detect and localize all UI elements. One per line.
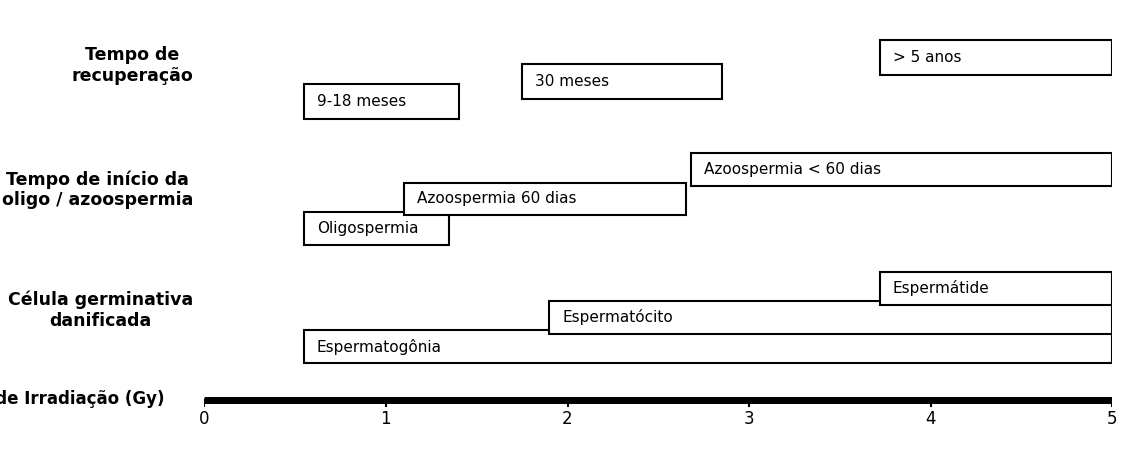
Text: > 5 anos: > 5 anos	[892, 50, 961, 65]
Text: Azoospermia 60 dias: Azoospermia 60 dias	[417, 192, 577, 206]
Text: Espermátide: Espermátide	[892, 281, 990, 296]
Text: Espermatogônia: Espermatogônia	[317, 339, 442, 355]
Text: Espermatócito: Espermatócito	[562, 309, 673, 325]
FancyBboxPatch shape	[304, 212, 449, 245]
Text: 9-18 meses: 9-18 meses	[317, 94, 406, 109]
Text: 3: 3	[743, 410, 755, 428]
Text: Oligospermia: Oligospermia	[317, 220, 419, 236]
Text: Célula germinativa
danificada: Célula germinativa danificada	[8, 290, 193, 330]
FancyBboxPatch shape	[304, 84, 459, 119]
Text: Dose de Irradiação (Gy): Dose de Irradiação (Gy)	[0, 390, 165, 408]
Text: 1: 1	[380, 410, 392, 428]
FancyBboxPatch shape	[691, 153, 1112, 186]
FancyBboxPatch shape	[549, 301, 1112, 334]
Text: 4: 4	[925, 410, 936, 428]
Text: Tempo de início da
oligo / azoospermia: Tempo de início da oligo / azoospermia	[2, 170, 193, 210]
FancyBboxPatch shape	[880, 41, 1112, 75]
Text: Tempo de
recuperação: Tempo de recuperação	[72, 47, 193, 85]
Text: 5: 5	[1107, 410, 1118, 428]
Text: 2: 2	[562, 410, 573, 428]
Text: 0: 0	[199, 410, 210, 428]
FancyBboxPatch shape	[404, 183, 686, 215]
Text: Azoospermia < 60 dias: Azoospermia < 60 dias	[704, 162, 881, 177]
FancyBboxPatch shape	[304, 330, 1112, 363]
FancyBboxPatch shape	[522, 64, 722, 99]
FancyBboxPatch shape	[880, 272, 1112, 305]
Text: 30 meses: 30 meses	[535, 74, 609, 89]
